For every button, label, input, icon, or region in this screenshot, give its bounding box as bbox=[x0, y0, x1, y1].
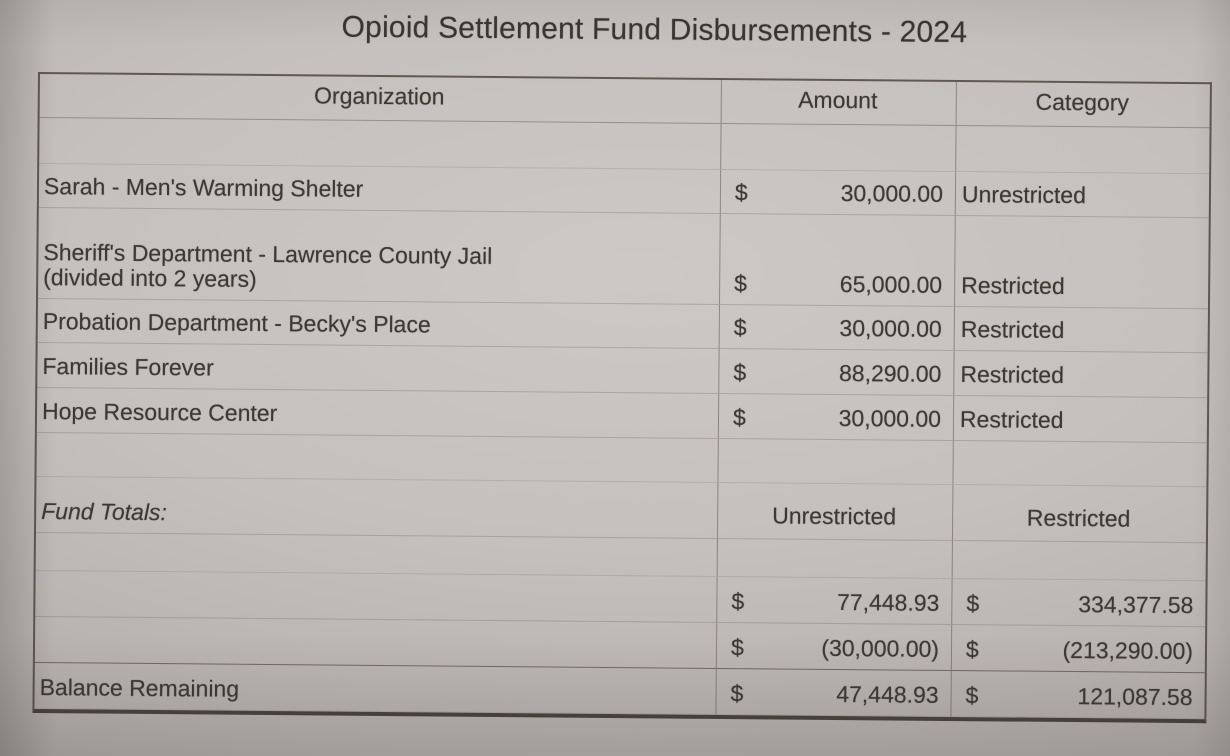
currency-symbol: $ bbox=[966, 590, 980, 617]
restricted-deduction-value: (213,290.00) bbox=[1062, 637, 1194, 665]
restricted-deduction-cell: $ (213,290.00) bbox=[951, 624, 1206, 674]
currency-symbol: $ bbox=[734, 270, 748, 297]
category-cell: Restricted bbox=[954, 216, 1209, 310]
organization-cell: Sarah - Men's Warming Shelter bbox=[38, 164, 722, 214]
totals-header-restricted: Restricted bbox=[952, 485, 1207, 544]
amount-cell: $ 30,000.00 bbox=[720, 169, 957, 217]
amount-cell: $ 65,000.00 bbox=[719, 213, 956, 308]
column-header-amount: Amount bbox=[721, 79, 957, 127]
amount-value: 65,000.00 bbox=[839, 271, 943, 299]
empty-cell bbox=[952, 541, 1206, 582]
totals-row-label bbox=[35, 570, 718, 623]
currency-symbol: $ bbox=[733, 359, 747, 386]
currency-symbol: $ bbox=[965, 636, 979, 663]
restricted-total-value: 334,377.58 bbox=[1078, 591, 1194, 619]
category-cell: Restricted bbox=[954, 351, 1208, 399]
page-title: Opioid Settlement Fund Disbursements - 2… bbox=[341, 10, 968, 50]
currency-symbol: $ bbox=[733, 314, 747, 341]
unrestricted-deduction-cell: $ (30,000.00) bbox=[716, 622, 953, 671]
unrestricted-total-cell: $ 77,448.93 bbox=[717, 576, 953, 625]
category-cell: Restricted bbox=[954, 307, 1208, 354]
disbursements-table: Organization Amount Category Sarah - Men… bbox=[32, 72, 1212, 724]
organization-cell: Sheriff's Department - Lawrence County J… bbox=[38, 208, 721, 305]
organization-cell: Probation Department - Becky's Place bbox=[37, 299, 720, 349]
amount-cell: $ 30,000.00 bbox=[718, 393, 955, 442]
organization-cell: Families Forever bbox=[37, 343, 720, 394]
amount-value: 30,000.00 bbox=[840, 180, 944, 208]
restricted-total-cell: $ 334,377.58 bbox=[952, 579, 1206, 628]
restricted-balance-value: 121,087.58 bbox=[1077, 683, 1193, 711]
empty-cell bbox=[956, 126, 1210, 175]
totals-row-label bbox=[34, 616, 718, 669]
empty-cell bbox=[35, 532, 718, 577]
unrestricted-deduction-value: (30,000.00) bbox=[821, 635, 940, 663]
empty-cell bbox=[953, 441, 1207, 488]
currency-symbol: $ bbox=[730, 634, 744, 661]
totals-header-unrestricted: Unrestricted bbox=[717, 482, 954, 542]
empty-cell bbox=[39, 118, 722, 170]
amount-cell: $ 30,000.00 bbox=[719, 304, 955, 352]
currency-symbol: $ bbox=[731, 588, 745, 615]
currency-symbol: $ bbox=[734, 179, 748, 206]
category-cell: Restricted bbox=[953, 396, 1208, 444]
organization-cell: Hope Resource Center bbox=[36, 388, 720, 439]
currency-symbol: $ bbox=[732, 404, 746, 431]
empty-cell bbox=[717, 538, 953, 580]
column-header-organization: Organization bbox=[39, 74, 722, 124]
amount-value: 88,290.00 bbox=[838, 360, 942, 388]
fund-totals-label: Fund Totals: bbox=[35, 477, 719, 539]
unrestricted-balance-value: 47,448.93 bbox=[836, 681, 939, 709]
amount-value: 30,000.00 bbox=[838, 405, 942, 433]
unrestricted-total-value: 77,448.93 bbox=[836, 589, 940, 617]
amount-value: 30,000.00 bbox=[839, 315, 942, 343]
empty-cell bbox=[721, 123, 957, 173]
restricted-balance-cell: $ 121,087.58 bbox=[951, 670, 1205, 720]
currency-symbol: $ bbox=[730, 680, 744, 707]
column-header-category: Category bbox=[956, 82, 1210, 129]
balance-remaining-label: Balance Remaining bbox=[34, 662, 717, 715]
unrestricted-balance-cell: $ 47,448.93 bbox=[716, 668, 952, 717]
amount-cell: $ 88,290.00 bbox=[719, 348, 955, 397]
category-cell: Unrestricted bbox=[955, 172, 1210, 219]
empty-cell bbox=[36, 433, 719, 483]
currency-symbol: $ bbox=[965, 682, 979, 709]
empty-cell bbox=[718, 438, 954, 486]
